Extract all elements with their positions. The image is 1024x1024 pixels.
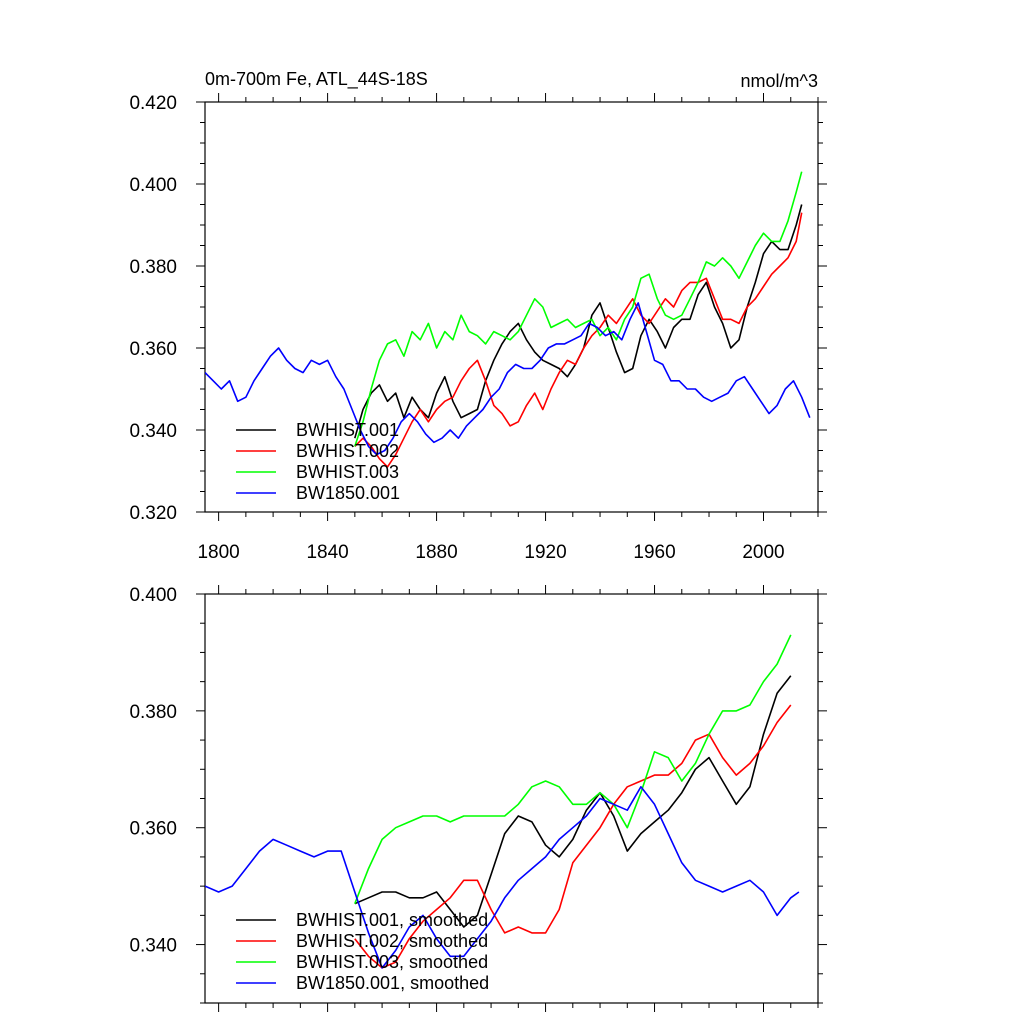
x-tick-label: 1920 (524, 542, 566, 563)
series-line (205, 302, 811, 456)
series-line (354, 704, 792, 969)
series-line (354, 634, 792, 904)
x-tick-label: 1880 (415, 542, 457, 563)
series-line (354, 171, 803, 447)
legend-label: BWHIST.001, smoothed (296, 910, 488, 930)
y-tick-label: 0.380 (129, 702, 177, 723)
y-tick-label: 0.360 (129, 339, 177, 360)
legend-label: BWHIST.002, smoothed (296, 931, 488, 951)
top-plot-area: 1800 1840 1880 1920 1960 2000 0.320 0.340 0.360 0… (129, 93, 827, 563)
top-panel: 0m-700m Fe, ATL_44S-18S nmol/m^3 1800 184… (129, 69, 827, 563)
y-tick-label: 0.320 (129, 503, 177, 524)
series-group (205, 634, 800, 969)
legend-label: BW1850.001, smoothed (296, 973, 489, 993)
series-line (354, 212, 803, 468)
series-group (205, 171, 811, 468)
legend-label: BWHIST.003, smoothed (296, 952, 488, 972)
legend-label: BWHIST.001 (296, 420, 399, 440)
legend-label: BW1850.001 (296, 483, 400, 503)
chart-title: 0m-700m Fe, ATL_44S-18S (205, 69, 428, 90)
x-tick-label: 1960 (633, 542, 675, 563)
bottom-panel: 0.340 0.360 0.380 0.400 BWHIST.001, smoothed… (129, 585, 827, 1012)
y-tick-label: 0.380 (129, 257, 177, 278)
y-tick-label: 0.420 (129, 93, 177, 114)
x-tick-label: 2000 (742, 542, 784, 563)
legend-label: BWHIST.002 (296, 441, 399, 461)
series-line (205, 785, 800, 969)
units-label: nmol/m^3 (741, 71, 818, 91)
y-tick-label: 0.400 (129, 175, 177, 196)
y-tick-label: 0.340 (129, 936, 177, 957)
y-tick-label: 0.340 (129, 421, 177, 442)
x-tick-label: 1840 (306, 542, 348, 563)
legend-label: BWHIST.003 (296, 462, 399, 482)
x-tick-label: 1800 (197, 542, 239, 563)
series-line (354, 675, 792, 928)
y-tick-label: 0.400 (129, 585, 177, 606)
bottom-plot-area: 0.340 0.360 0.380 0.400 BWHIST.001, smoothed… (129, 585, 827, 1012)
y-tick-label: 0.360 (129, 819, 177, 840)
